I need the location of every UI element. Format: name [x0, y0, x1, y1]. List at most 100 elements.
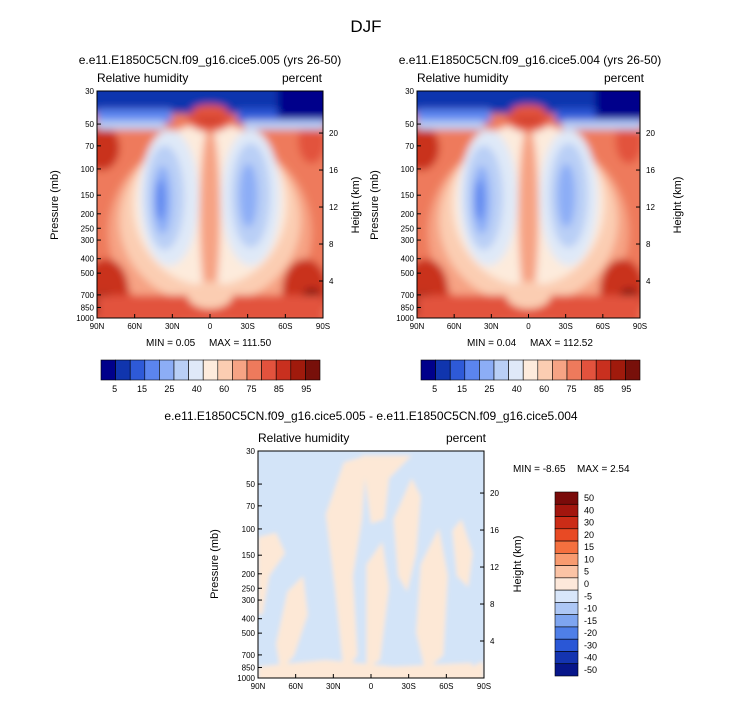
x-tick-label: 90N	[90, 322, 105, 331]
x-tick-label: 60S	[596, 322, 610, 331]
x-tick-label: 60S	[278, 322, 292, 331]
height-tick-label: 16	[329, 166, 338, 175]
y-tick-label: 850	[242, 663, 256, 672]
rh-surface	[187, 281, 233, 309]
colorbar-swatch	[464, 359, 480, 381]
rh-stratosphere	[97, 91, 323, 114]
diff-positive	[366, 541, 390, 669]
y-tick-label: 400	[242, 615, 256, 624]
x-tick-label: 60N	[288, 682, 303, 691]
y-tick-label: 200	[81, 210, 95, 219]
colorbar-swatch	[554, 651, 579, 665]
height-tick-label: 8	[329, 240, 334, 249]
x-tick-label: 90N	[251, 682, 266, 691]
rh-stratosphere	[243, 120, 323, 130]
colorbar-swatch	[290, 359, 306, 381]
height-tick-label: 16	[646, 166, 655, 175]
colorbar-swatch	[435, 359, 451, 381]
colorbar-swatch	[554, 638, 579, 652]
y-tick-label: 200	[242, 570, 256, 579]
colorbar-label: -15	[584, 616, 597, 626]
rh-dry-sh	[557, 163, 576, 228]
field-right	[417, 91, 640, 318]
y-tick-label: 100	[242, 525, 256, 534]
colorbar-label: 5	[112, 384, 117, 394]
rh-moist-column	[518, 125, 539, 307]
rh-polar-moist	[417, 125, 440, 171]
colorbar-swatch	[554, 540, 579, 554]
panel-right: e.e11.E1850C5CN.f09_g16.cice5.004 (yrs 2…	[369, 53, 684, 394]
colorbar-swatch	[188, 359, 204, 381]
field-layers	[97, 91, 323, 318]
y-tick-label: 70	[246, 502, 255, 511]
colorbar-right: 5 15 25 40 60 75 85 95	[420, 359, 641, 394]
x-tick-label: 90S	[316, 322, 330, 331]
colorbar-swatch	[173, 359, 189, 381]
colorbar-swatch	[275, 359, 292, 381]
colorbar-swatch	[305, 359, 321, 381]
colorbar-swatch	[522, 359, 539, 381]
colorbar-swatch	[420, 359, 436, 381]
colorbar-swatch	[554, 577, 579, 591]
y-tick-label: 500	[401, 269, 415, 278]
colorbar-swatch	[100, 359, 116, 381]
panel-right-y2label: Height (km)	[672, 177, 684, 234]
colorbar-swatch	[449, 359, 466, 381]
y-tick-label: 70	[85, 142, 94, 151]
colorbar-swatch	[552, 359, 568, 381]
panel-left-max: MAX = 111.50	[209, 338, 272, 349]
y-tick-label: 850	[401, 303, 415, 312]
height-tick-label: 20	[490, 489, 499, 498]
colorbar-label: 10	[584, 554, 594, 564]
y-tick-label: 30	[85, 87, 94, 96]
rh-upper-moist	[191, 104, 229, 119]
panel-right-min: MIN = 0.04	[467, 338, 517, 349]
y-tick-label: 30	[246, 447, 255, 456]
colorbar-label: 15	[457, 384, 467, 394]
colorbar-label: 85	[594, 384, 604, 394]
x-tick-label: 30N	[165, 322, 180, 331]
y-tick-label: 100	[81, 165, 95, 174]
x-tick-label: 60N	[447, 322, 462, 331]
y-tick-label: 400	[401, 255, 415, 264]
y-tick-label: 700	[242, 651, 256, 660]
x-tick-label: 30S	[559, 322, 573, 331]
y-tick-label: 250	[242, 584, 256, 593]
x-tick-label: 30S	[241, 322, 255, 331]
rh-stratosphere	[417, 91, 640, 114]
colorbar-label: 40	[512, 384, 522, 394]
rh-stratosphere	[277, 91, 323, 119]
colorbar-left: 5 15 25 40 60 75 85 95	[100, 359, 321, 394]
y-tick-label: 50	[85, 120, 94, 129]
colorbar-swatch	[159, 359, 175, 381]
colorbar-swatch	[479, 359, 495, 381]
y-tick-label: 150	[242, 551, 256, 560]
y-tick-label: 700	[81, 291, 95, 300]
y-tick-label: 150	[401, 191, 415, 200]
colorbar-swatch	[554, 528, 579, 542]
colorbar-swatch	[554, 602, 579, 615]
colorbar-label: -10	[584, 604, 597, 614]
x-tick-label: 0	[208, 322, 213, 331]
colorbar-label: 40	[192, 384, 202, 394]
colorbar-swatch	[610, 359, 626, 381]
diff-layers	[258, 451, 484, 678]
y-tick-label: 1000	[396, 314, 414, 323]
y-tick-label: 1000	[237, 674, 255, 683]
y-tick-label: 700	[401, 291, 415, 300]
axes-right: 90N 60N 30N 0 30S 60S 90S 30 50 70 100 150 200 250 300…	[396, 87, 655, 331]
height-tick-label: 12	[490, 563, 499, 572]
panel-diff-variable: Relative humidity	[258, 431, 349, 445]
y-tick-label: 70	[405, 142, 414, 151]
colorbar-label: -20	[584, 628, 597, 638]
x-tick-label: 90S	[477, 682, 491, 691]
x-tick-label: 90S	[633, 322, 647, 331]
diff-positive	[416, 528, 448, 672]
colorbar-label: 25	[484, 384, 494, 394]
rh-dry-nh	[474, 179, 484, 221]
y-tick-label: 850	[81, 303, 95, 312]
rh-stratosphere	[97, 109, 172, 123]
rh-stratosphere	[417, 109, 491, 123]
colorbar-label: 95	[301, 384, 311, 394]
